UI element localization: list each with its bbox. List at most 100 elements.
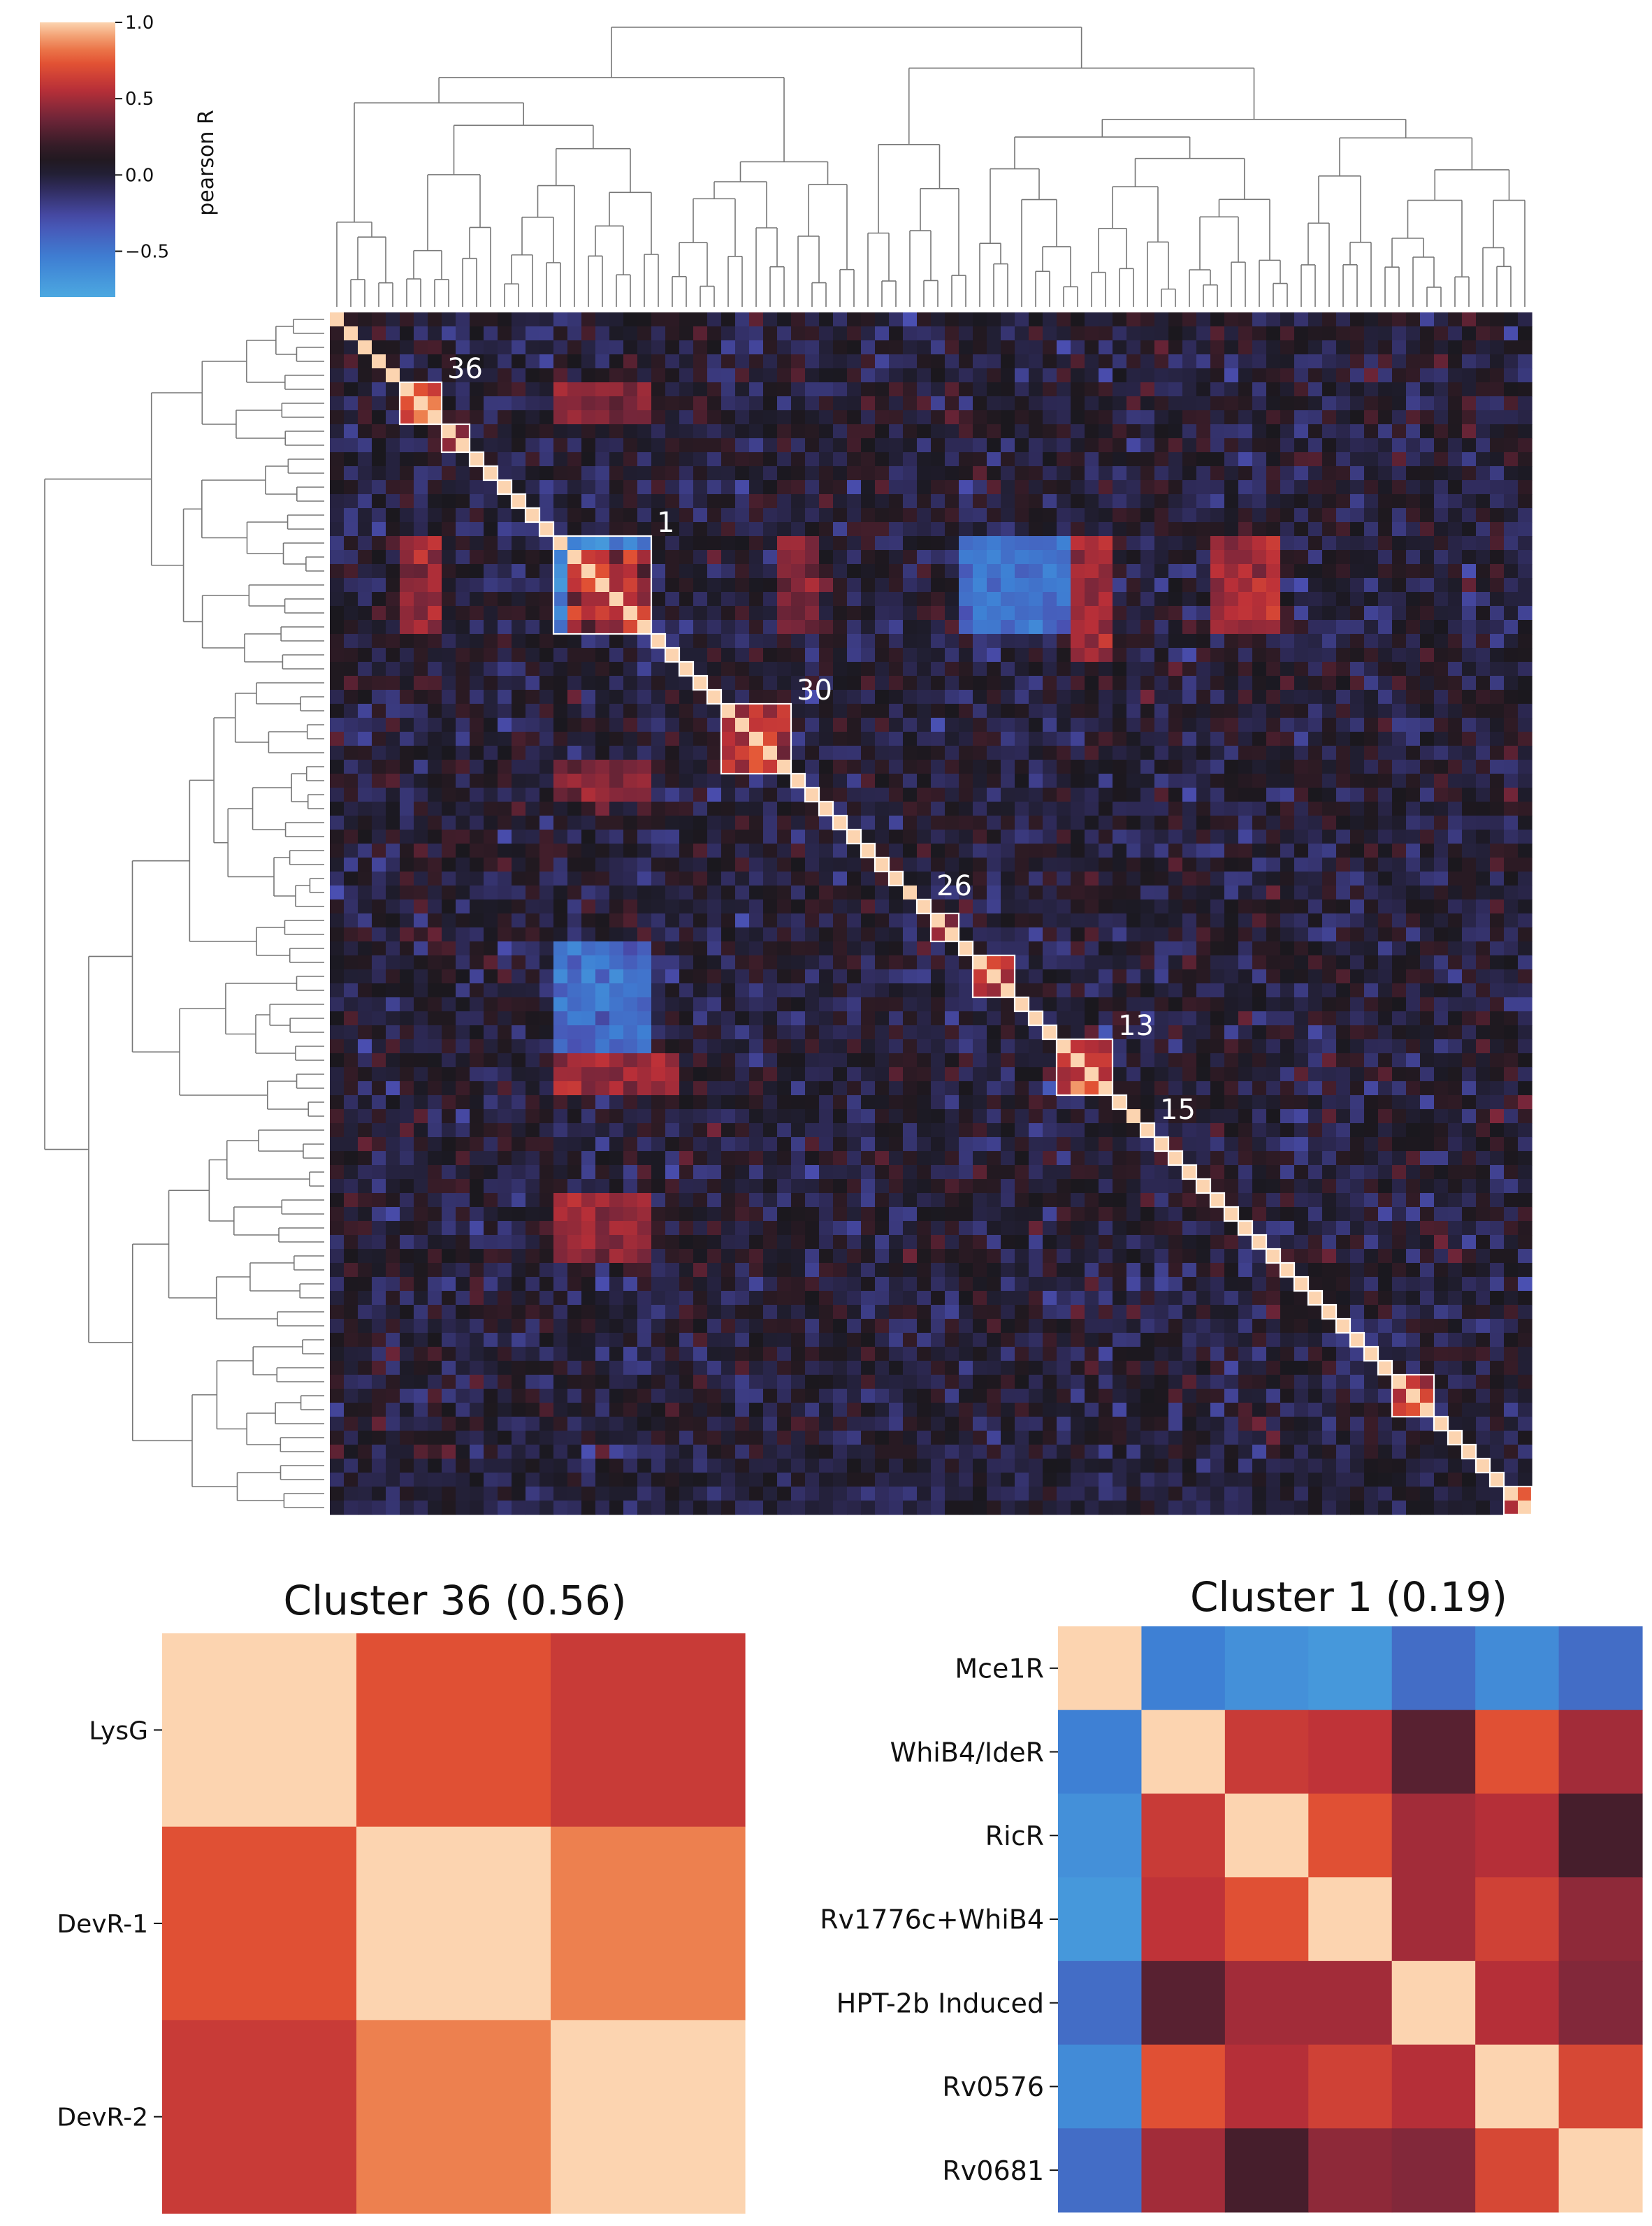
heatmap-cell [749, 354, 764, 369]
heatmap-cell [819, 494, 834, 509]
heatmap-cell [637, 997, 652, 1012]
heatmap-cell [1490, 830, 1505, 844]
heatmap-cell [1182, 1025, 1197, 1040]
heatmap-cell [777, 1011, 792, 1026]
heatmap-cell [1434, 1011, 1449, 1026]
heatmap-cell [1113, 466, 1127, 481]
heatmap-cell [1266, 396, 1281, 411]
heatmap-cell [512, 760, 526, 774]
heatmap-cell [553, 480, 568, 495]
heatmap-cell [1378, 368, 1393, 383]
heatmap-cell [679, 662, 694, 677]
heatmap-cell [1238, 913, 1253, 928]
heatmap-cell [847, 830, 862, 844]
heatmap-cell [1350, 746, 1365, 760]
heatmap-cell [1113, 480, 1127, 495]
heatmap-cell [679, 802, 694, 816]
heatmap-cell [442, 1025, 456, 1040]
heatmap-cell [1196, 899, 1211, 914]
heatmap-cell [1378, 438, 1393, 453]
heatmap-cell [1420, 886, 1435, 900]
heatmap-cell [372, 718, 386, 732]
heatmap-cell [1210, 438, 1225, 453]
heatmap-cell [442, 312, 456, 327]
heatmap-cell [1462, 718, 1477, 732]
heatmap-cell [875, 830, 890, 844]
heatmap-cell [945, 760, 959, 774]
heatmap-cell [1126, 941, 1141, 956]
heatmap-cell [973, 438, 987, 453]
heatmap-cell [1168, 816, 1183, 830]
heatmap-cell [1406, 396, 1421, 411]
heatmap-cell [1224, 858, 1239, 872]
heatmap-cell [1085, 983, 1099, 998]
heatmap-cell [1294, 368, 1309, 383]
heatmap-cell [1308, 480, 1323, 495]
heatmap-cell [1015, 788, 1029, 802]
heatmap-cell [428, 466, 442, 481]
heatmap-cell [1085, 312, 1099, 327]
heatmap-cell [665, 941, 680, 956]
heatmap-cell [889, 927, 904, 942]
heatmap-cell [498, 620, 512, 635]
heatmap-cell [1294, 955, 1309, 970]
heatmap-cell [1015, 844, 1029, 858]
heatmap-cell [386, 816, 400, 830]
heatmap-cell [1168, 941, 1183, 956]
heatmap-cell [1462, 816, 1477, 830]
heatmap-cell [1224, 606, 1239, 621]
heatmap-cell [861, 872, 876, 886]
heatmap-cell [1322, 480, 1337, 495]
heatmap-cell [1252, 746, 1267, 760]
heatmap-cell [470, 438, 484, 453]
heatmap-cell [330, 578, 345, 593]
heatmap-cell [1168, 452, 1183, 467]
heatmap-cell [931, 886, 945, 900]
heatmap-cell [651, 620, 666, 635]
heatmap-cell [1238, 1011, 1253, 1026]
heatmap-cell [1378, 983, 1393, 998]
heatmap-cell [567, 522, 582, 537]
heatmap-cell [595, 704, 610, 718]
heatmap-cell [1126, 438, 1141, 453]
heatmap-cell [1113, 396, 1127, 411]
heatmap-cell [1504, 927, 1519, 942]
heatmap-cell [498, 1011, 512, 1026]
heatmap-cell [917, 354, 932, 369]
heatmap-cell [1378, 816, 1393, 830]
heatmap-cell [819, 508, 834, 523]
heatmap-cell [1518, 480, 1533, 495]
heatmap-cell [1113, 410, 1127, 425]
heatmap-cell [1406, 746, 1421, 760]
heatmap-cell [875, 466, 890, 481]
heatmap-cell [1043, 927, 1057, 942]
heatmap-cell [526, 941, 540, 956]
heatmap-cell [693, 648, 708, 663]
heatmap-cell [707, 676, 722, 691]
heatmap-cell [595, 634, 610, 649]
heatmap-cell [553, 955, 568, 970]
heatmap-cell [330, 382, 345, 397]
heatmap-cell [1336, 578, 1351, 593]
heatmap-cell [1476, 774, 1491, 788]
heatmap-cell [1280, 452, 1295, 467]
heatmap-cell [1518, 969, 1533, 984]
heatmap-cell [1308, 354, 1323, 369]
heatmap-cell [456, 382, 470, 397]
heatmap-cell [595, 1011, 610, 1026]
heatmap-cell [1252, 522, 1267, 537]
heatmap-cell [1490, 983, 1505, 998]
heatmap-cell [1336, 494, 1351, 509]
heatmap-cell [1420, 550, 1435, 565]
heatmap-cell [1182, 788, 1197, 802]
heatmap-cell [875, 899, 890, 914]
heatmap-cell [1196, 648, 1211, 663]
heatmap-cell [1378, 872, 1393, 886]
heatmap-cell [400, 592, 414, 607]
heatmap-cell [1001, 564, 1015, 579]
heatmap-cell [1266, 634, 1281, 649]
heatmap-cell [1099, 578, 1113, 593]
heatmap-cell [679, 760, 694, 774]
heatmap-cell [1406, 466, 1421, 481]
heatmap-cell [1154, 746, 1169, 760]
